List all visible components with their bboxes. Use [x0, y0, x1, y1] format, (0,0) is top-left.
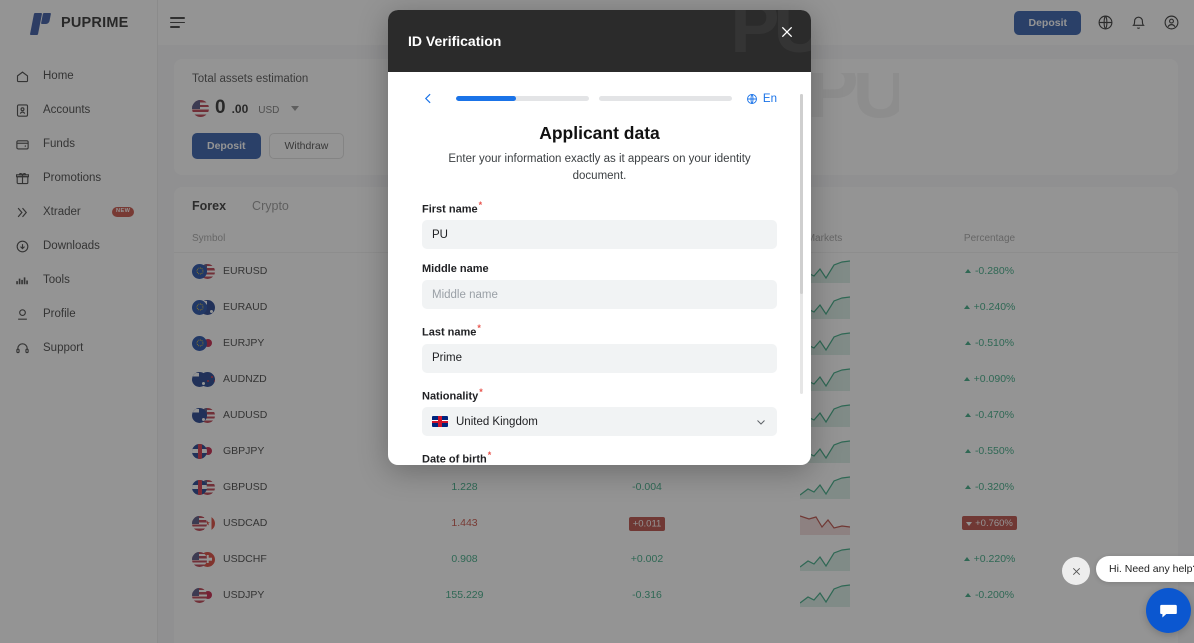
- globe-icon: [746, 93, 758, 105]
- date-of-birth-label: Date of birth*: [422, 450, 492, 465]
- field-first-name: First name*: [422, 200, 777, 250]
- nationality-label: Nationality*: [422, 386, 483, 403]
- progress-bars: [442, 96, 746, 101]
- first-name-input[interactable]: [422, 220, 777, 250]
- required-marker: *: [479, 386, 483, 397]
- id-verification-modal: PU ID Verification En Applicant data Ent…: [388, 10, 811, 465]
- last-name-input[interactable]: [422, 343, 777, 373]
- modal-scrollbar[interactable]: [800, 94, 803, 394]
- field-nationality: Nationality* United Kingdom: [422, 387, 777, 437]
- first-name-label: First name*: [422, 199, 483, 216]
- progress-bar-step-2: [598, 96, 732, 101]
- required-marker: *: [478, 199, 483, 210]
- field-last-name: Last name*: [422, 323, 777, 373]
- nationality-value: United Kingdom: [456, 415, 538, 428]
- close-icon[interactable]: [779, 24, 795, 40]
- language-selector[interactable]: En: [746, 93, 777, 105]
- modal-header: PU ID Verification: [388, 10, 811, 72]
- middle-name-input[interactable]: [422, 280, 777, 310]
- modal-watermark: PU: [730, 10, 811, 64]
- required-marker: *: [487, 450, 492, 461]
- middle-name-label: Middle name: [422, 263, 489, 276]
- chevron-down-icon: [755, 416, 767, 428]
- last-name-label: Last name*: [422, 323, 481, 339]
- modal-body: En Applicant data Enter your information…: [388, 72, 811, 465]
- nationality-select[interactable]: United Kingdom: [422, 407, 777, 437]
- modal-step-row: En: [422, 92, 777, 105]
- progress-bar-step-1: [456, 96, 589, 101]
- field-middle-name: Middle name: [422, 263, 777, 310]
- required-marker: *: [477, 323, 481, 334]
- back-arrow-icon[interactable]: [422, 92, 442, 105]
- language-label: En: [762, 92, 777, 105]
- chat-message-bubble[interactable]: Hi. Need any help?: [1096, 556, 1194, 582]
- chat-close-icon[interactable]: [1062, 557, 1090, 585]
- field-date-of-birth: Date of birth*: [422, 450, 777, 465]
- united-kingdom-flag-icon: [432, 416, 448, 428]
- modal-heading: Applicant data: [539, 123, 660, 143]
- scrollbar-thumb[interactable]: [800, 94, 803, 294]
- chat-launcher-button[interactable]: [1146, 588, 1191, 633]
- modal-subtext: Enter your information exactly as it app…: [448, 153, 751, 183]
- modal-title: ID Verification: [408, 33, 502, 49]
